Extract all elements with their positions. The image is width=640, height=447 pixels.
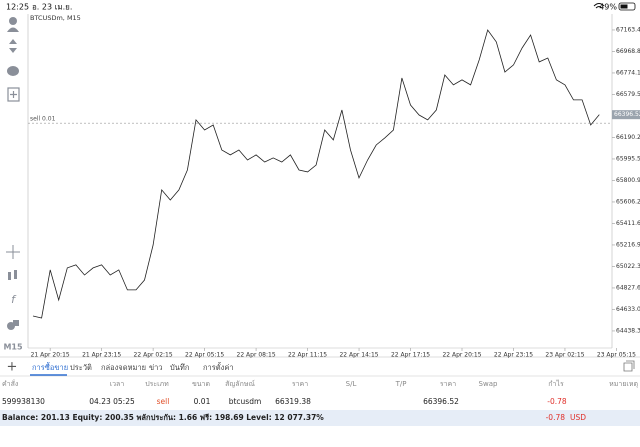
y-tick-label: 64438.35: [616, 327, 640, 334]
y-tick-label: 66968.80: [616, 48, 640, 55]
indicator-icon[interactable]: f: [11, 293, 17, 306]
tab[interactable]: กล่องจดหมาย: [101, 363, 146, 372]
y-tick-label: 67163.45: [616, 26, 640, 33]
account-icon[interactable]: [9, 17, 17, 25]
x-tick-label: 22 Apr 14:15: [339, 352, 378, 359]
wifi-icon: [593, 3, 605, 9]
y-tick-label: 65216.95: [616, 241, 640, 248]
column-header: T/P: [395, 380, 407, 388]
add-button[interactable]: +: [7, 360, 18, 375]
footer-bar: [0, 410, 640, 426]
column-header: กำไร: [548, 379, 564, 388]
column-header: ประเภท: [145, 380, 169, 388]
column-header: ราคา: [440, 380, 456, 388]
column-header: คำสั่ง: [2, 379, 18, 388]
battery-level: [620, 4, 628, 9]
status-time: 12:25: [6, 3, 29, 12]
expand-icon[interactable]: [623, 360, 635, 372]
trade-icon[interactable]: [9, 39, 17, 53]
column-header: หมายเหตุ: [609, 380, 638, 388]
position-cell[interactable]: 599938130: [2, 397, 45, 406]
current-price-box: [612, 110, 640, 120]
y-tick-label: 65411.60: [616, 220, 640, 227]
tab[interactable]: ประวัติ: [70, 363, 92, 372]
y-tick-label: 64827.65: [616, 284, 640, 291]
y-tick-label: 64633.00: [616, 306, 640, 313]
status-battery: 49%: [599, 3, 617, 12]
y-tick-label: 66774.15: [616, 69, 640, 76]
battery-icon: [618, 2, 636, 11]
column-header: ราคา: [292, 380, 308, 388]
position-cell: 66319.38: [275, 397, 311, 406]
status-date: อ. 23 เม.ย.: [32, 3, 72, 12]
timeframe-button[interactable]: M15: [3, 343, 23, 352]
y-tick-label: 65022.30: [616, 263, 640, 270]
column-header: S/L: [346, 380, 357, 388]
y-tick-label: 65606.25: [616, 198, 640, 205]
y-tick-label: 66190.20: [616, 134, 640, 141]
order-label: sell 0.01: [30, 116, 56, 123]
x-tick-label: 21 Apr 23:15: [82, 352, 121, 359]
toolbar: f: [6, 17, 20, 330]
new-order-plus: [10, 91, 17, 98]
current-price-label: 66396.52: [614, 111, 640, 118]
x-tick-label: 23 Apr 05:15: [597, 352, 636, 359]
position-cell: 0.01: [194, 397, 211, 406]
position-cell: 04.23 05:25: [89, 397, 135, 406]
footer-currency: USD: [570, 413, 586, 422]
x-tick-label: 22 Apr 17:15: [391, 352, 430, 359]
tab[interactable]: บันทึก: [170, 363, 189, 372]
tab[interactable]: ข่าว: [149, 363, 163, 372]
position-cell: sell: [157, 397, 170, 406]
y-tick-label: 66579.50: [616, 91, 640, 98]
footer-profit: -0.78: [546, 413, 566, 422]
x-tick-label: 22 Apr 11:15: [288, 352, 327, 359]
column-header: สัญลักษณ์: [225, 380, 255, 388]
x-tick-label: 23 Apr 02:15: [545, 352, 584, 359]
account-summary: Balance: 201.13 Equity: 200.35 พลักประกั…: [2, 413, 324, 422]
x-tick-label: 22 Apr 23:15: [494, 352, 533, 359]
x-tick-label: 22 Apr 08:15: [237, 352, 276, 359]
x-tick-label: 22 Apr 02:15: [134, 352, 173, 359]
column-header: Swap: [479, 380, 498, 388]
objects-icon-2: [13, 320, 19, 326]
column-header: เวลา: [110, 380, 125, 388]
crosshair-icon[interactable]: [6, 245, 20, 259]
tab[interactable]: การซื้อขาย: [32, 362, 68, 372]
new-order-icon[interactable]: [7, 87, 20, 102]
column-header: ขนาด: [192, 380, 210, 388]
y-tick-label: 65995.55: [616, 155, 640, 162]
price-line: [32, 29, 600, 319]
chart-title: BTCUSDm, M15: [30, 14, 81, 22]
position-cell: 66396.52: [423, 397, 459, 406]
account-icon-body: [7, 27, 19, 32]
x-tick-label: 22 Apr 05:15: [185, 352, 224, 359]
position-cell: -0.78: [547, 397, 567, 406]
chat-icon[interactable]: [7, 66, 19, 76]
x-tick-label: 21 Apr 20:15: [31, 352, 70, 359]
position-cell: btcusdm: [229, 397, 262, 406]
candles-icon[interactable]: [8, 272, 11, 280]
y-tick-label: 65800.90: [616, 177, 640, 184]
x-tick-label: 22 Apr 20:15: [442, 352, 481, 359]
tab[interactable]: การตั้งค่า: [203, 362, 234, 372]
candles-icon-2: [14, 270, 17, 279]
